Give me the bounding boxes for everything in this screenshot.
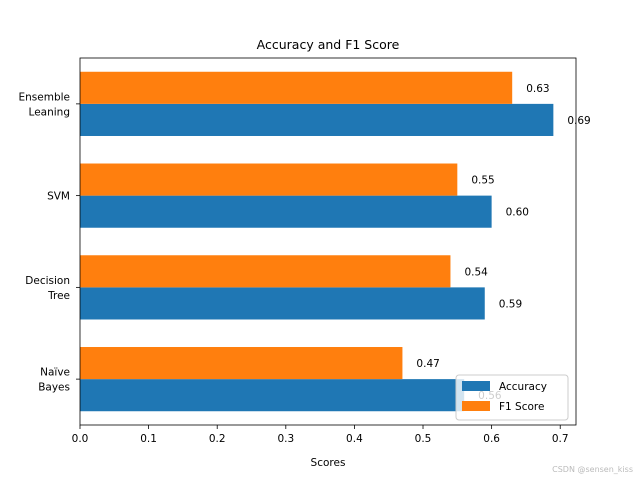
x-tick-label: 0.2: [209, 433, 226, 445]
bar-f1-score-2: [80, 163, 458, 196]
plot-area: 0.560.590.600.690.470.540.550.630.00.10.…: [19, 57, 591, 445]
x-tick-label: 0.5: [415, 433, 432, 445]
x-tick-label: 0.1: [140, 433, 157, 445]
bar-f1-score-1: [80, 255, 451, 288]
x-tick-label: 0.6: [483, 433, 500, 445]
y-tick-label: Decision Tree: [25, 275, 70, 302]
legend-swatch-f1-score: [462, 401, 490, 411]
chart-title: Accuracy and F1 Score: [257, 37, 400, 52]
y-tick-label: Naïve Bayes: [38, 367, 70, 394]
bar-f1-score-3: [80, 71, 513, 104]
legend-swatch-accuracy: [462, 381, 490, 391]
bar-accuracy-3: [80, 103, 554, 136]
bar-accuracy-2: [80, 195, 492, 228]
bar-f1-score-0: [80, 347, 403, 380]
data-label-f1-score-2: 0.55: [471, 175, 494, 187]
watermark: CSDN @sensen_kiss: [552, 465, 633, 474]
legend: Accuracy F1 Score: [455, 374, 569, 421]
y-tick-label: SVM: [47, 191, 70, 203]
x-tick-label: 0.7: [552, 433, 569, 445]
x-tick-label: 0.4: [346, 433, 363, 445]
legend-label-f1-score: F1 Score: [499, 401, 544, 413]
x-tick-label: 0.0: [72, 433, 89, 445]
data-label-f1-score-3: 0.63: [526, 83, 549, 95]
x-axis-label: Scores: [311, 457, 346, 469]
x-tick-label: 0.3: [277, 433, 294, 445]
legend-label-accuracy: Accuracy: [499, 381, 547, 393]
data-label-accuracy-3: 0.69: [567, 115, 590, 127]
data-label-f1-score-1: 0.54: [464, 266, 488, 278]
data-label-accuracy-2: 0.60: [506, 207, 529, 219]
bar-accuracy-1: [80, 287, 485, 320]
y-tick-label: Ensemble Leaning: [19, 91, 71, 118]
data-label-f1-score-0: 0.47: [416, 358, 439, 370]
axes-frame: [79, 57, 577, 426]
data-label-accuracy-1: 0.59: [499, 298, 522, 310]
bar-accuracy-0: [80, 379, 465, 412]
